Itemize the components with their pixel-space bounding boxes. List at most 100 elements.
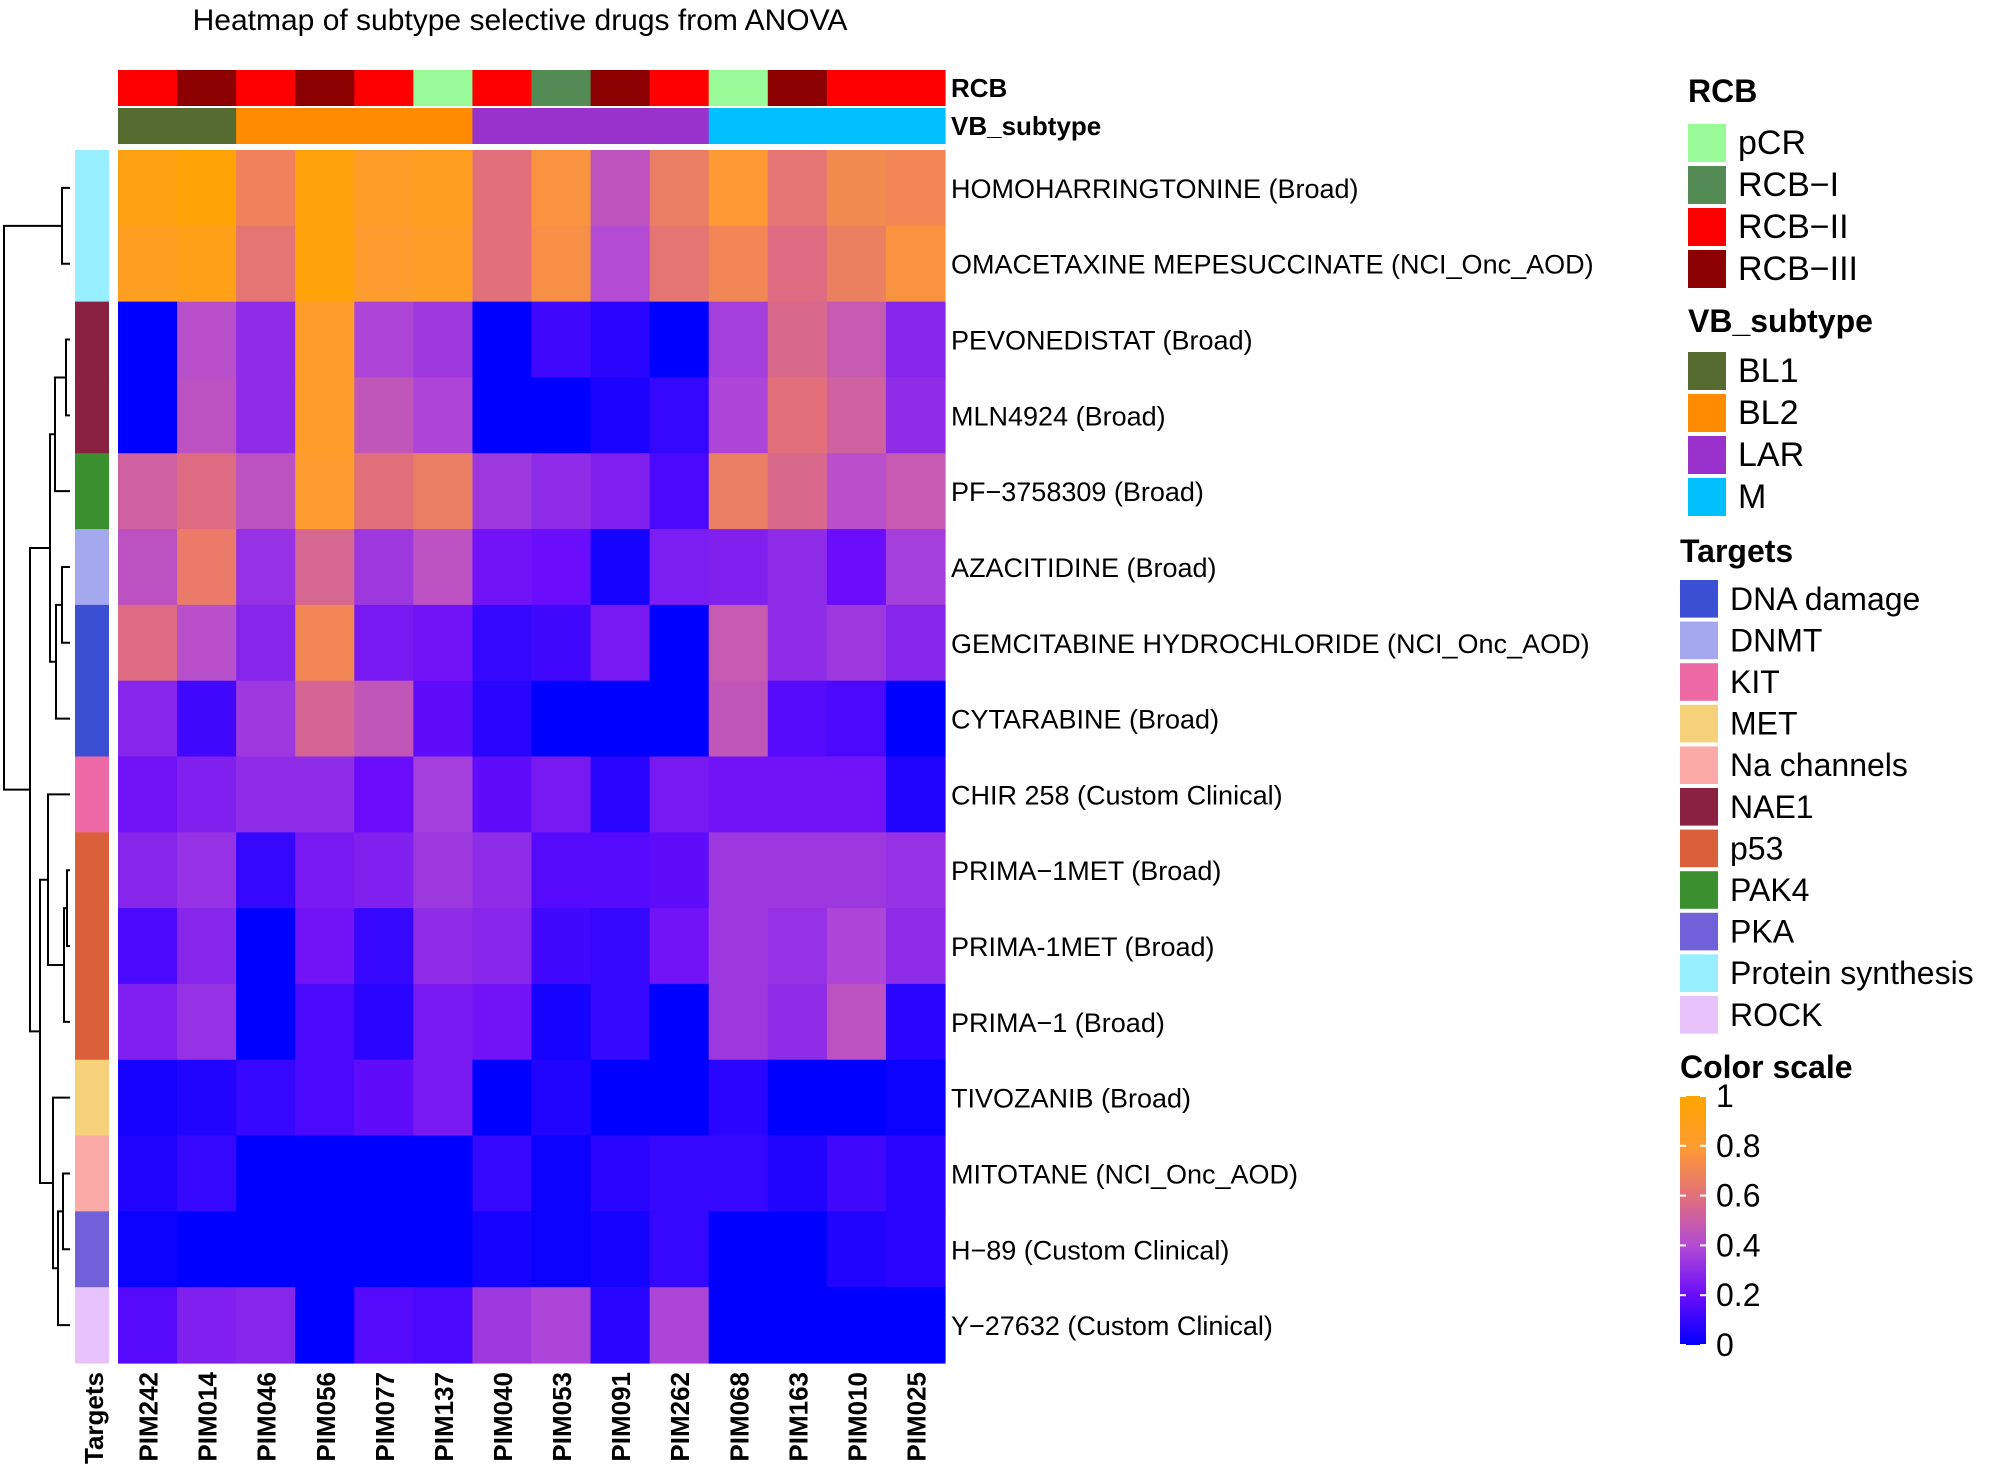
column-annotation-cell (472, 108, 533, 144)
heatmap-cell (354, 983, 414, 1061)
heatmap-cell (708, 453, 769, 530)
dendrogram-branch (65, 338, 70, 417)
heatmap-cell (649, 983, 710, 1061)
heatmap-cell (354, 150, 414, 227)
column-labels: PIM242 PIM014 PIM046 PIM056 PIM077 PIM137 PIM0… (134, 1371, 932, 1461)
legend-title: VB_subtype (1688, 303, 1873, 339)
heatmap-cell (708, 150, 769, 227)
column-annotation-cell (236, 70, 296, 106)
heatmap-cell (708, 301, 769, 379)
heatmap-cell (767, 908, 828, 985)
heatmap-cell (826, 1287, 887, 1364)
legend-swatch (1688, 352, 1726, 390)
column-annotation-label: VB_subtype (951, 111, 1101, 141)
column-annotation-cell (885, 108, 946, 144)
legend-label: Protein synthesis (1730, 955, 1974, 991)
column-annotation-cell (531, 70, 592, 106)
heatmap-cell (531, 453, 592, 530)
legend-label: DNA damage (1730, 581, 1920, 617)
heatmap-cell (649, 377, 710, 454)
heatmap-cell (649, 1059, 710, 1137)
dendrogram-branch (3, 224, 62, 791)
column-label: PIM137 (429, 1372, 459, 1462)
heatmap-cell (885, 1135, 946, 1212)
legend-swatch (1680, 663, 1718, 701)
row-label: GEMCITABINE HYDROCHLORIDE (NCI_Onc_AOD) (951, 629, 1590, 659)
heatmap-cell (177, 680, 237, 758)
column-annotation-cell (118, 70, 178, 106)
legend-swatch (1680, 704, 1718, 743)
chart-title: Heatmap of subtype selective drugs from … (193, 4, 848, 37)
heatmap-cell (472, 1135, 533, 1212)
heatmap-cell (531, 832, 592, 909)
dendrogram-branch (61, 186, 70, 265)
heatmap-cell (354, 832, 414, 909)
heatmap-cell (236, 301, 296, 379)
heatmap-cell (708, 1211, 769, 1288)
dendrogram-branch (52, 1096, 70, 1270)
legend-label: DNMT (1730, 622, 1822, 658)
legend-label: BL2 (1738, 394, 1799, 432)
heatmap-cell (590, 1287, 651, 1364)
heatmap-cell (236, 1059, 296, 1137)
legend-swatch (1680, 580, 1718, 618)
heatmap-cell (767, 983, 828, 1061)
heatmap-cell (177, 1059, 237, 1137)
column-label: PIM163 (783, 1372, 813, 1462)
heatmap-cell (177, 756, 237, 833)
heatmap-cell (590, 1211, 651, 1288)
legend-swatch (1688, 250, 1726, 288)
legend-swatch (1680, 788, 1718, 826)
heatmap-cell (885, 150, 946, 227)
row-annotation-cell (75, 453, 109, 530)
heatmap-cell (177, 1287, 237, 1364)
row-annotation-cell (75, 1059, 109, 1137)
heatmap-cell (295, 983, 355, 1061)
column-annotation-cell (531, 108, 592, 144)
row-label: MITOTANE (NCI_Onc_AOD) (951, 1159, 1298, 1189)
heatmap-cell (413, 832, 474, 909)
heatmap-cell (413, 377, 474, 454)
row-label: HOMOHARRINGTONINE (Broad) (951, 174, 1359, 204)
heatmap-cell (708, 225, 769, 303)
heatmap-cell (708, 756, 769, 833)
heatmap-cell (826, 301, 887, 379)
column-annotation-cell (118, 108, 178, 144)
legend-label: RCB−I (1738, 166, 1839, 204)
heatmap-cell (590, 377, 651, 454)
row-label: PF−3758309 (Broad) (951, 477, 1204, 507)
row-annotation-cell (75, 756, 109, 833)
heatmap-cell (295, 1135, 355, 1212)
legend-label: pCR (1738, 124, 1806, 162)
heatmap-cell (295, 1287, 355, 1364)
heatmap-cell (177, 529, 237, 606)
heatmap-cell (295, 150, 355, 227)
heatmap-cell (590, 301, 651, 379)
heatmap-cell (767, 453, 828, 530)
heatmap-cell (885, 1059, 946, 1137)
color-scale-tick-label: 0.2 (1716, 1277, 1760, 1313)
heatmap-cell (531, 1135, 592, 1212)
heatmap-cell (885, 680, 946, 758)
heatmap-cell (354, 756, 414, 833)
heatmap-cell (177, 225, 237, 303)
column-annotation-cell (354, 70, 414, 106)
heatmap-cell (177, 832, 237, 909)
heatmap-cell (885, 756, 946, 833)
heatmap-cell (590, 150, 651, 227)
heatmap-cell (472, 377, 533, 454)
row-annotation-cell (75, 908, 109, 985)
heatmap-cell (531, 529, 592, 606)
heatmap-cell (826, 529, 887, 606)
heatmap-cell (413, 1287, 474, 1364)
heatmap-cell (826, 1211, 887, 1288)
heatmap-cell (177, 453, 237, 530)
row-label: CHIR 258 (Custom Clinical) (951, 780, 1283, 810)
legend-label: KIT (1730, 664, 1780, 700)
heatmap-cell (531, 377, 592, 454)
heatmap-cell (472, 453, 533, 530)
heatmap-cell (531, 150, 592, 227)
heatmap-cell (118, 756, 178, 833)
heatmap-cell (708, 908, 769, 985)
heatmap-cell (118, 1287, 178, 1364)
